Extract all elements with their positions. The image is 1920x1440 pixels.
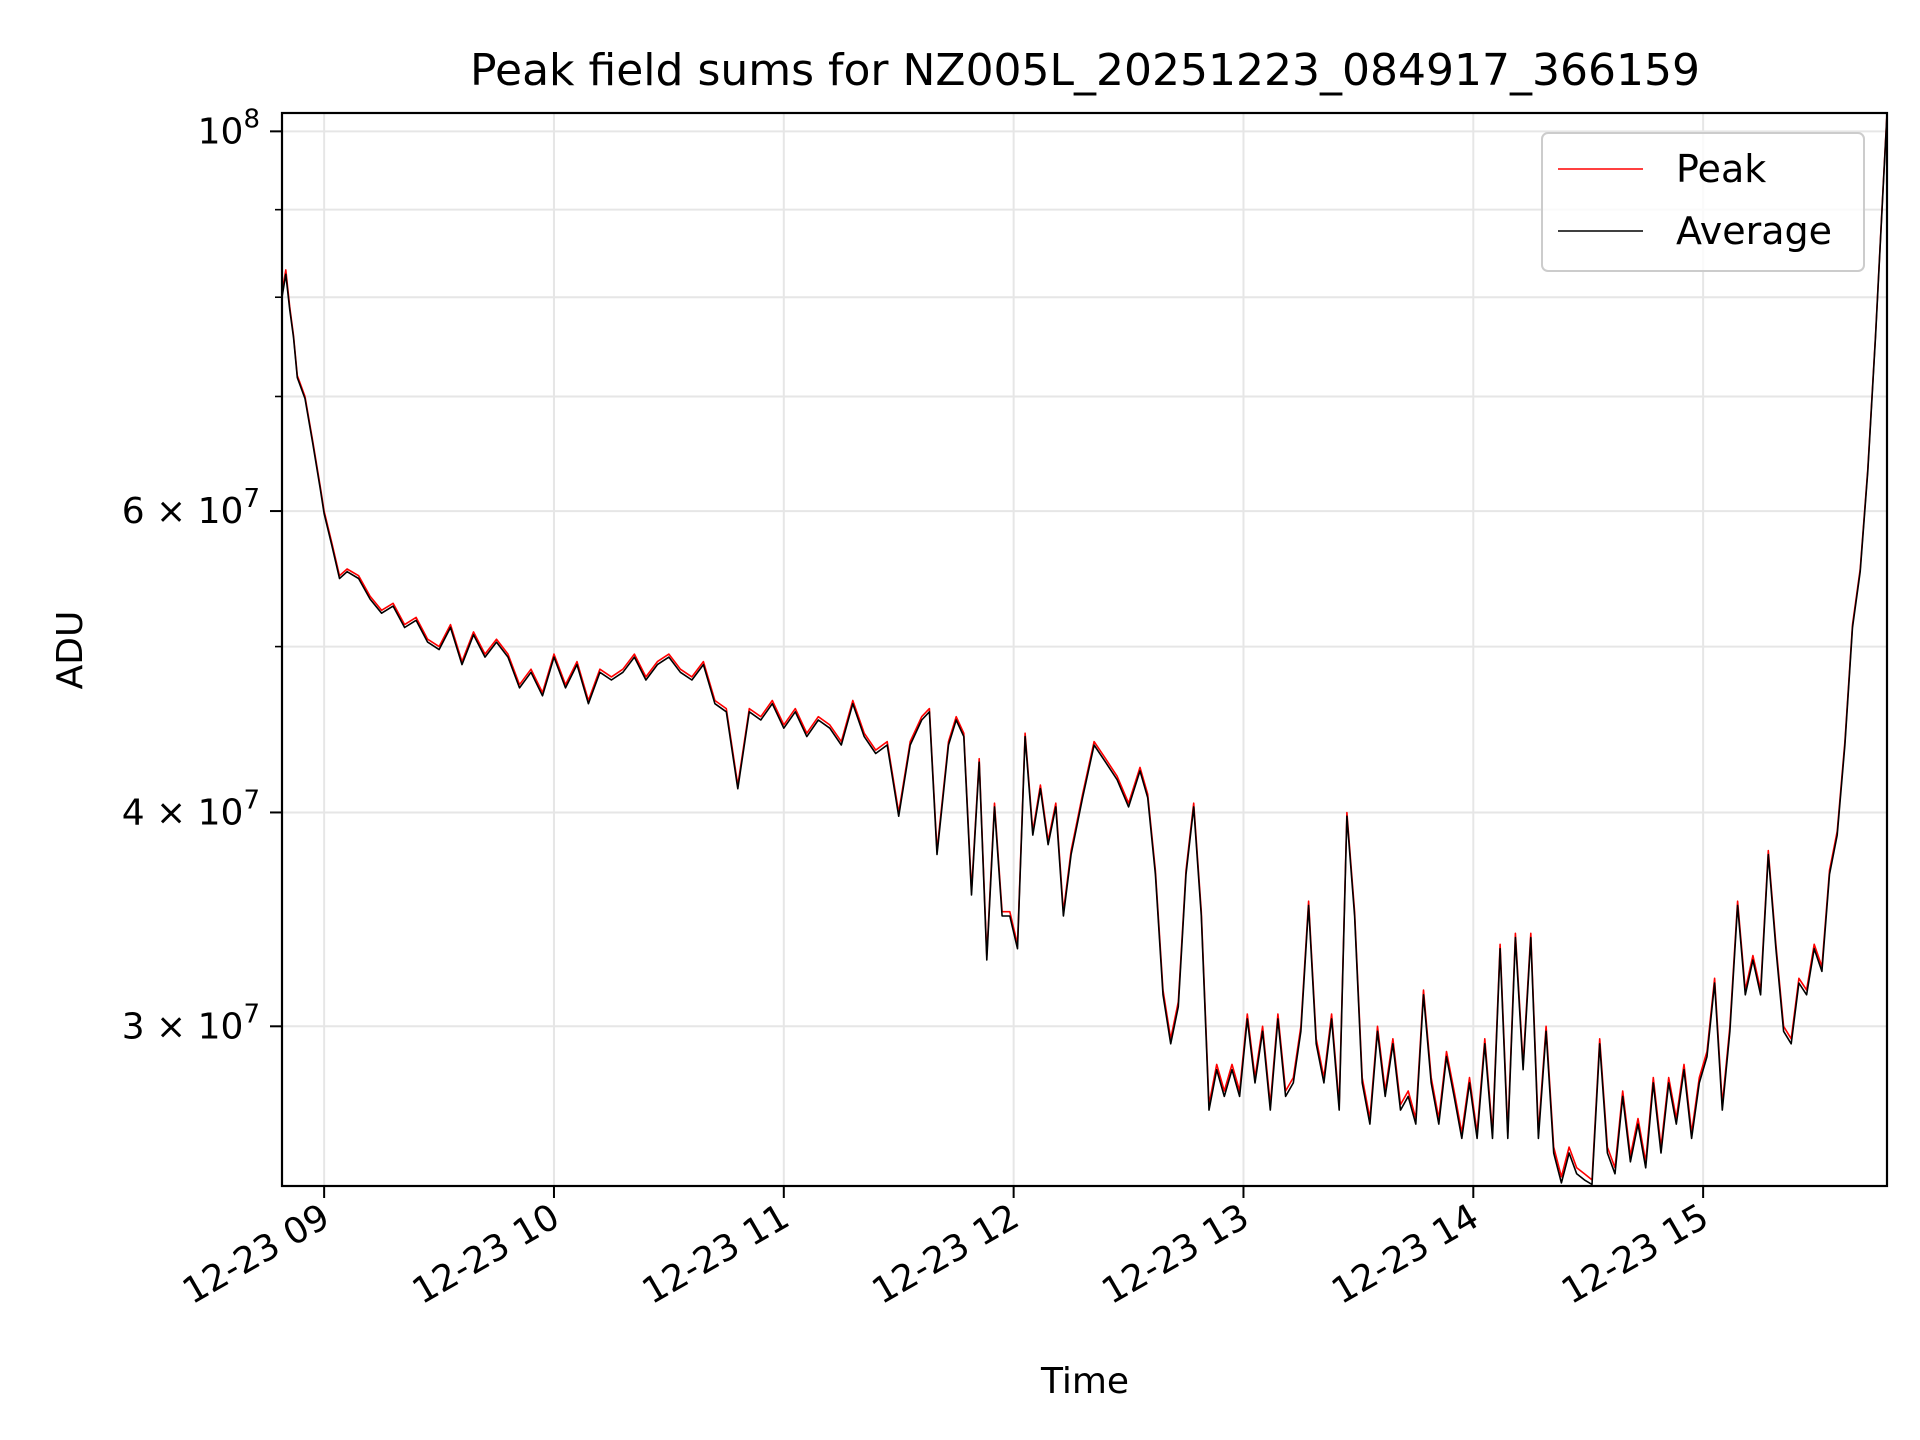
y-tick-base: 3 × 10 (122, 1006, 244, 1047)
series-layer (282, 113, 1887, 1186)
y-tick-exponent: 7 (243, 785, 260, 815)
y-tick-base: 4 × 10 (122, 792, 244, 833)
y-tick-exponent: 7 (243, 999, 260, 1029)
y-tick-exponent: 7 (243, 484, 260, 514)
grid (282, 113, 1887, 1186)
series-line-average (282, 114, 1887, 1186)
chart-title: Peak field sums for NZ005L_20251223_0849… (470, 45, 1700, 96)
y-tick-label: 4 × 107 (122, 785, 260, 833)
legend: Peak Average (1541, 132, 1865, 272)
legend-box (1541, 132, 1865, 272)
y-tick-label: 3 × 107 (122, 999, 260, 1047)
y-tick-exponent: 8 (243, 104, 260, 134)
x-axis-label: Time (1040, 1361, 1129, 1402)
legend-label-average: Average (1676, 209, 1832, 253)
y-tick-base: 10 (198, 111, 244, 152)
y-tick-base: 6 × 10 (122, 491, 244, 532)
y-tick-label: 108 (198, 104, 260, 152)
y-tick-label: 6 × 107 (122, 484, 260, 532)
legend-label-peak: Peak (1676, 147, 1766, 191)
plot-frame (280, 111, 1889, 1188)
y-axis-label: ADU (50, 611, 91, 690)
